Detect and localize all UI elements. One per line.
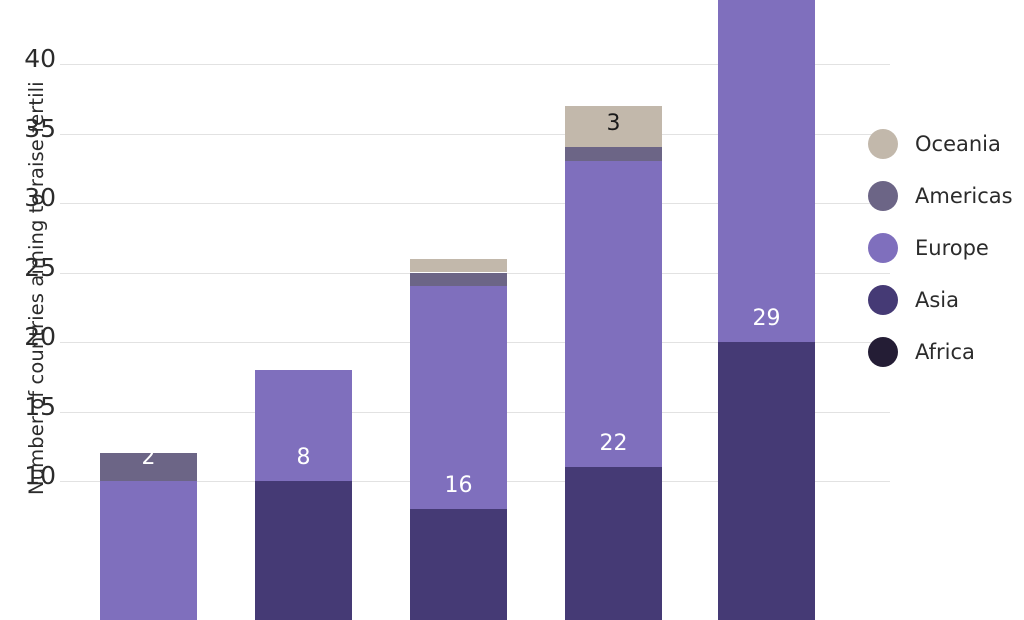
legend-color-swatch-icon bbox=[868, 233, 898, 263]
bar-segment[interactable] bbox=[565, 105, 662, 148]
y-axis-tick-label: 15 bbox=[24, 391, 56, 421]
legend-color-swatch-icon bbox=[868, 181, 898, 211]
bar-column[interactable]: 29 bbox=[718, 0, 815, 620]
gridline bbox=[60, 133, 890, 135]
y-axis-tick-label: 25 bbox=[24, 252, 56, 282]
bar-group: 2 8 16 22 3 29 bbox=[60, 0, 890, 620]
y-axis-tick-label: 20 bbox=[24, 322, 56, 351]
legend-item[interactable]: Asia bbox=[868, 274, 1024, 326]
bar-segment[interactable] bbox=[255, 369, 352, 481]
gridline bbox=[60, 203, 890, 204]
bar-segment[interactable] bbox=[565, 467, 662, 620]
legend-item[interactable]: Europe bbox=[868, 222, 1024, 274]
bar-segment[interactable] bbox=[718, 0, 815, 342]
legend-item[interactable]: Oceania bbox=[868, 118, 1024, 170]
bar-segment[interactable] bbox=[410, 258, 507, 273]
legend-item-label: Asia bbox=[915, 288, 960, 312]
y-axis-tick-label: 35 bbox=[24, 113, 56, 143]
legend-color-swatch-icon bbox=[868, 285, 898, 315]
bar-column[interactable]: 22 3 bbox=[565, 0, 662, 620]
bar-segment[interactable] bbox=[410, 508, 507, 620]
bar-segment[interactable] bbox=[718, 342, 815, 620]
bar-column[interactable]: 8 bbox=[255, 0, 352, 620]
y-axis-tick-label: 10 bbox=[24, 461, 56, 490]
plot-area: 2 8 16 22 3 29 bbox=[60, 0, 890, 620]
legend-item-label: Africa bbox=[915, 340, 975, 364]
bar-column[interactable]: 16 bbox=[410, 0, 507, 620]
bar-column[interactable]: 2 bbox=[100, 0, 197, 620]
y-axis-tick-label: 30 bbox=[24, 183, 56, 212]
legend-color-swatch-icon bbox=[868, 337, 898, 367]
legend-color-swatch-icon bbox=[868, 129, 898, 159]
legend-item-label: Americas bbox=[915, 184, 1013, 208]
bar-segment[interactable] bbox=[255, 481, 352, 620]
y-axis-tick-label: 40 bbox=[24, 44, 56, 73]
legend-item[interactable]: Americas bbox=[868, 170, 1024, 222]
legend-item-label: Europe bbox=[915, 236, 989, 260]
bar-segment[interactable] bbox=[100, 481, 197, 620]
bar-segment[interactable] bbox=[410, 272, 507, 287]
legend-item[interactable]: Africa bbox=[868, 326, 1024, 378]
bar-segment[interactable] bbox=[565, 147, 662, 162]
legend: Oceania Americas Europe Asia Africa bbox=[868, 118, 1024, 378]
bar-segment[interactable] bbox=[565, 161, 662, 468]
bar-segment[interactable] bbox=[410, 286, 507, 509]
legend-item-label: Oceania bbox=[915, 132, 1001, 156]
gridline bbox=[60, 64, 890, 65]
y-axis-tick-labels: 40 35 30 25 20 15 10 bbox=[0, 0, 56, 512]
bar-segment[interactable] bbox=[100, 453, 197, 481]
